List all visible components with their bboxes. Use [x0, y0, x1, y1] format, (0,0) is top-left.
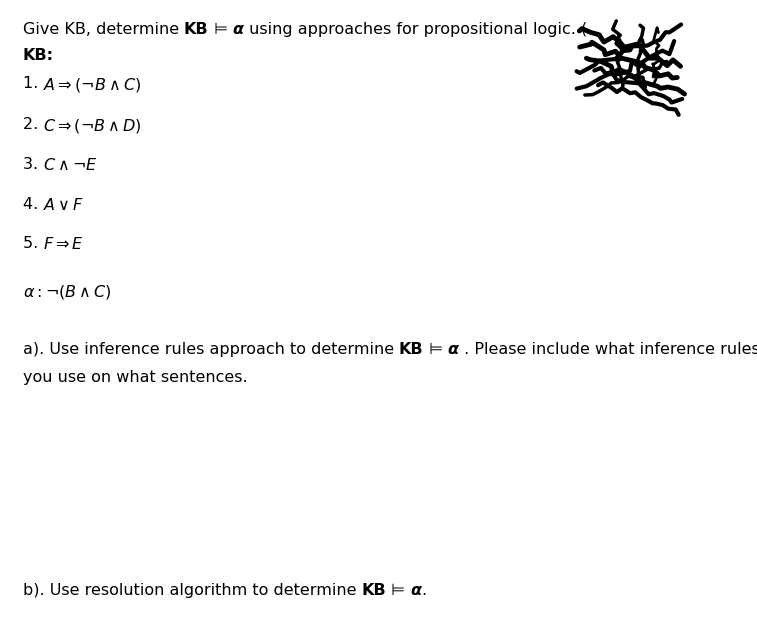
- Text: ⊨: ⊨: [424, 342, 448, 358]
- Text: 1.: 1.: [23, 76, 43, 91]
- Text: KB: KB: [184, 22, 209, 37]
- Text: ⊨: ⊨: [386, 583, 410, 598]
- Text: . Please include what inference rules: . Please include what inference rules: [459, 342, 757, 358]
- Text: α: α: [233, 22, 244, 37]
- Text: 5.: 5.: [23, 236, 43, 251]
- Text: $A \Rightarrow (\neg B \wedge C)$: $A \Rightarrow (\neg B \wedge C)$: [43, 76, 142, 94]
- Text: 4.: 4.: [23, 197, 43, 212]
- Text: $\alpha: \neg(B \wedge C)$: $\alpha: \neg(B \wedge C)$: [23, 283, 111, 301]
- Text: 2.: 2.: [23, 117, 43, 133]
- Text: $C \wedge \neg E$: $C \wedge \neg E$: [43, 157, 98, 173]
- Text: KB: KB: [361, 583, 386, 598]
- Text: α: α: [410, 583, 421, 598]
- Text: $F \Rightarrow E$: $F \Rightarrow E$: [43, 236, 84, 252]
- Text: a). Use inference rules approach to determine: a). Use inference rules approach to dete…: [23, 342, 399, 358]
- Text: ⊨: ⊨: [209, 22, 233, 37]
- Text: KB:: KB:: [23, 48, 54, 63]
- Text: b). Use resolution algorithm to determine: b). Use resolution algorithm to determin…: [23, 583, 361, 598]
- Text: $C \Rightarrow (\neg B \wedge D)$: $C \Rightarrow (\neg B \wedge D)$: [43, 117, 142, 135]
- Text: you use on what sentences.: you use on what sentences.: [23, 370, 248, 385]
- Text: using approaches for propositional logic. (: using approaches for propositional logic…: [244, 22, 587, 37]
- Text: α: α: [448, 342, 459, 358]
- Text: KB: KB: [399, 342, 424, 358]
- Text: 3.: 3.: [23, 157, 43, 172]
- Text: .: .: [421, 583, 426, 598]
- Text: $A \vee F$: $A \vee F$: [43, 197, 84, 212]
- Text: Give KB, determine: Give KB, determine: [23, 22, 184, 37]
